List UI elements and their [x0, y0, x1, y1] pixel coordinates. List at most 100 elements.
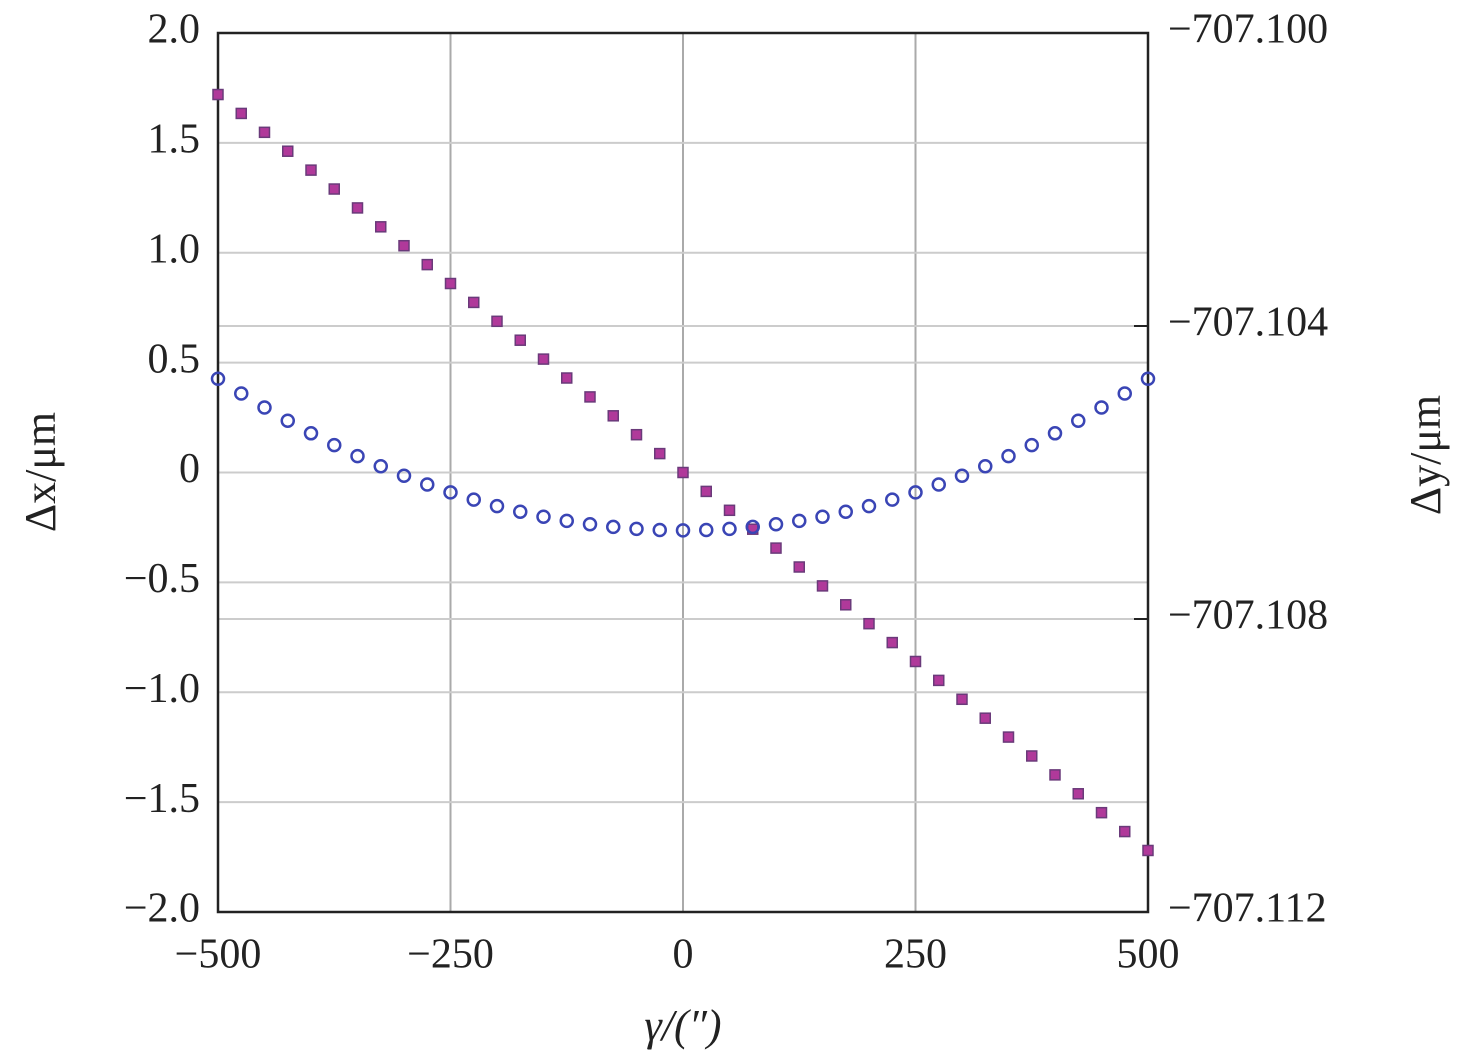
data-point: [908, 485, 923, 500]
data-point: [815, 509, 830, 524]
data-point: [606, 519, 621, 535]
plot-frame: [216, 31, 1150, 914]
y2-tick-label: −707.100: [1168, 7, 1328, 53]
data-point: [861, 498, 877, 514]
data-point: [931, 477, 946, 492]
data-point: [956, 693, 968, 706]
data-point: [652, 522, 667, 538]
data-point: [489, 498, 505, 514]
data-point: [280, 413, 295, 429]
data-point: [468, 296, 480, 309]
data-point: [629, 521, 644, 537]
x-tick-label: 0: [673, 932, 694, 978]
data-point: [514, 334, 526, 346]
data-point: [536, 509, 551, 524]
data-point: [234, 386, 249, 401]
data-point: [768, 517, 784, 532]
data-point: [396, 468, 412, 484]
data-point: [979, 712, 991, 724]
data-point: [630, 428, 643, 441]
data-point: [1049, 769, 1061, 781]
data-point: [886, 636, 898, 649]
data-point: [1002, 731, 1015, 743]
data-point: [350, 448, 365, 464]
data-point: [885, 492, 900, 507]
data-point: [327, 437, 342, 453]
data-point: [607, 410, 619, 422]
data-point: [909, 655, 922, 668]
y-tick-label: 1.0: [148, 226, 201, 272]
data-point: [373, 459, 388, 474]
data-point: [210, 371, 226, 386]
data-point: [1047, 426, 1063, 441]
y2-tick-label: −707.112: [1168, 886, 1327, 932]
data-point: [1095, 806, 1108, 819]
data-point: [257, 400, 272, 415]
y-tick-label: −1.0: [124, 666, 200, 712]
y2-tick-label: −707.104: [1168, 300, 1328, 346]
data-point: [1024, 437, 1039, 453]
data-point: [420, 477, 435, 492]
y-tick-label: 0.5: [148, 336, 201, 382]
data-point: [235, 107, 247, 120]
y-tick-label: −1.5: [124, 776, 200, 822]
data-point: [816, 580, 829, 592]
data-point: [443, 485, 458, 500]
data-point: [305, 164, 317, 176]
data-point: [700, 485, 712, 498]
x-axis-title: γ/(″): [644, 1001, 721, 1050]
data-point: [584, 391, 596, 403]
data-point: [1026, 750, 1038, 762]
data-point: [375, 221, 387, 233]
data-point: [491, 315, 503, 328]
y-axis-title: Δx/μm: [16, 412, 65, 532]
data-point: [466, 492, 481, 507]
data-point: [677, 466, 689, 479]
data-point: [792, 513, 807, 529]
data-point: [863, 617, 875, 630]
data-point: [398, 239, 410, 252]
data-point: [1072, 788, 1084, 800]
data-point: [421, 258, 433, 271]
data-point: [675, 523, 691, 538]
y-tick-label: −2.0: [124, 886, 200, 932]
data-point: [561, 372, 573, 384]
data-point: [723, 504, 736, 517]
data-point: [537, 353, 550, 365]
data-point: [1094, 400, 1109, 415]
data-point: [1119, 825, 1131, 838]
x-tick-label: 500: [1117, 932, 1180, 978]
data-point: [258, 126, 271, 139]
x-tick-label: 250: [884, 932, 947, 978]
data-point: [722, 521, 737, 537]
data-point: [1001, 448, 1016, 464]
data-point: [978, 459, 993, 474]
data-point: [933, 674, 945, 687]
x-tick-label: −250: [407, 932, 494, 978]
data-point: [745, 519, 760, 535]
data-point: [282, 145, 294, 157]
data-point: [770, 542, 782, 554]
data-point: [1117, 386, 1132, 401]
data-point: [444, 277, 457, 290]
data-point: [1140, 371, 1156, 386]
data-point: [303, 426, 319, 441]
data-point: [838, 504, 853, 520]
data-point: [1142, 844, 1154, 857]
y2-tick-label: −707.108: [1168, 593, 1328, 639]
data-point: [559, 513, 574, 529]
data-point: [954, 468, 970, 484]
data-point: [793, 561, 805, 573]
data-point: [699, 522, 714, 538]
data-point: [1071, 413, 1086, 429]
data-point: [513, 504, 528, 520]
y-tick-label: 1.5: [148, 117, 201, 163]
data-point: [328, 183, 340, 195]
y-tick-label: 0: [179, 446, 200, 492]
data-point: [654, 447, 666, 460]
data-point: [582, 517, 598, 532]
data-point: [212, 88, 224, 101]
x-tick-label: −500: [175, 932, 262, 978]
data-point: [351, 202, 364, 214]
